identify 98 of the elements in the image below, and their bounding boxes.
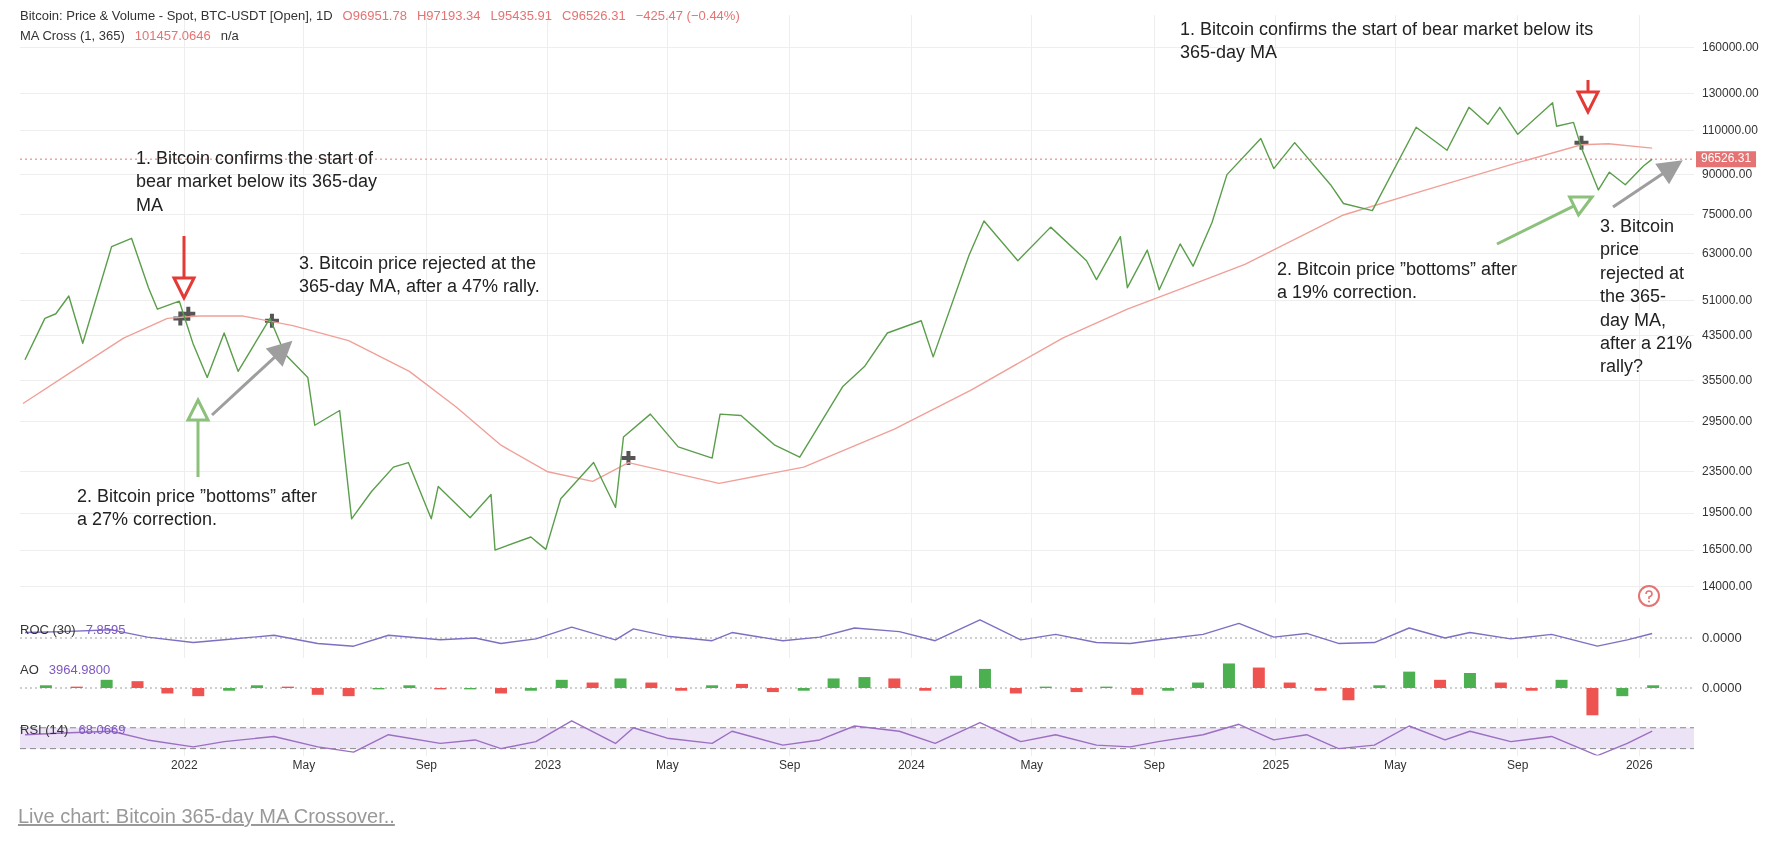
bar [1586, 688, 1599, 716]
y-tick-label: 63000.00 [1702, 245, 1753, 260]
bar [223, 688, 236, 691]
x-tick-label: 2025 [1262, 758, 1290, 773]
ref-line-label: 0.0000 [1702, 679, 1742, 695]
point [1572, 133, 1591, 152]
y-tick-label: 23500.00 [1702, 464, 1753, 479]
bar [766, 688, 779, 693]
annotation: 3964.9800 [48, 662, 111, 677]
y-tick-label: 130000.00 [1702, 85, 1760, 100]
bar [645, 682, 658, 688]
bar [1373, 685, 1386, 688]
chart-title: RSI (14) [20, 722, 69, 737]
bar [1616, 688, 1629, 697]
bar [1555, 679, 1568, 688]
annotation: L95435.91 [490, 8, 553, 23]
y-tick-label: 19500.00 [1702, 505, 1753, 520]
bar [342, 688, 355, 697]
y-tick-label: 160000.00 [1702, 39, 1760, 54]
bar [1494, 682, 1507, 688]
bar [950, 675, 963, 688]
x-tick-label: 2022 [170, 758, 198, 773]
y-tick-label: 51000.00 [1702, 292, 1753, 307]
annotation: 3. Bitcoin price rejected at the 365-day MA, after a 21% rally? [1600, 215, 1694, 379]
bar [1463, 673, 1476, 688]
annotation: 1. Bitcoin confirms the start of bear market below its 365-day MA [1180, 18, 1595, 65]
x-tick-label: Sep [779, 758, 801, 773]
bar [1403, 671, 1416, 688]
annotation: 3. Bitcoin price rejected at the 365-day MA, after a 47% rally. [299, 252, 541, 299]
bar [1070, 688, 1083, 693]
bar [1434, 679, 1447, 688]
bar [1525, 688, 1538, 691]
annotation: 101457.0646 [134, 28, 211, 43]
x-tick-label: Sep [1507, 758, 1529, 773]
bar [131, 681, 144, 688]
bar [403, 685, 416, 688]
bar [1252, 667, 1265, 688]
y-tick-label: 14000.00 [1702, 578, 1753, 593]
bar [1162, 688, 1175, 691]
bar [586, 682, 599, 688]
x-tick-label: 2024 [897, 758, 925, 773]
y-tick-label: 110000.00 [1702, 122, 1759, 137]
bar [827, 678, 840, 688]
bar [100, 679, 113, 688]
text: Live chart: Bitcoin 365-day MA Crossover.. [18, 805, 395, 828]
y-tick-label: 16500.00 [1702, 542, 1753, 557]
bar [161, 688, 174, 694]
annotation: 2. Bitcoin price ”bottoms” after a 27% correction. [77, 485, 319, 532]
bar [735, 683, 748, 688]
bar [1314, 688, 1327, 691]
annotation: −425.47 (−0.44%) [635, 8, 740, 23]
bar [1009, 688, 1022, 694]
bar [39, 685, 52, 688]
ref-line-label: 0.0000 [1702, 629, 1742, 645]
annotation: 2. Bitcoin price ”bottoms” after a 19% correction. [1277, 258, 1519, 305]
bar [311, 688, 324, 695]
bar [192, 688, 205, 697]
y-tick-label: 75000.00 [1702, 207, 1753, 222]
bar [524, 688, 537, 691]
annotation: C96526.31 [562, 8, 626, 23]
annotation: 1. Bitcoin confirms the start of bear market below its 365-day MA [136, 147, 379, 217]
annotation: H97193.34 [416, 8, 481, 23]
ref-line-label: 96526.31 [1701, 151, 1752, 166]
annotation: O96951.78 [342, 8, 407, 23]
bar [1283, 682, 1296, 688]
x-tick-label: 2023 [534, 758, 562, 773]
bar [614, 678, 627, 688]
x-tick-label: 2026 [1625, 758, 1653, 773]
bar [1192, 682, 1205, 688]
x-tick-label: Sep [1143, 758, 1166, 773]
y-tick-label: 90000.00 [1702, 166, 1753, 181]
bar [1342, 688, 1355, 701]
bar [494, 688, 507, 694]
bar [978, 668, 991, 688]
annotation: MA Cross (1, 365) [20, 28, 125, 43]
bar [1222, 663, 1235, 688]
x-tick-label: Sep [415, 758, 438, 773]
x-tick-label: May [1383, 758, 1407, 773]
x-tick-label: May [1020, 758, 1044, 773]
bar [797, 688, 810, 691]
chart-title: Bitcoin: Price & Volume - Spot, BTC-USDT [Open], 1D [20, 8, 333, 23]
bar [919, 688, 932, 691]
y-tick-label: 29500.00 [1702, 413, 1753, 428]
bar [1131, 688, 1144, 695]
bar [251, 685, 264, 688]
annotation: n/a [220, 28, 239, 43]
x-tick-label: May [655, 758, 679, 773]
bar [1647, 685, 1660, 688]
bar [858, 677, 871, 688]
y-tick-label: 35500.00 [1702, 372, 1753, 387]
x-tick-label: May [292, 758, 316, 773]
bar [675, 688, 688, 691]
bar [888, 678, 901, 688]
y-tick-label: 43500.00 [1702, 327, 1753, 342]
bar [555, 679, 568, 688]
bar [706, 685, 719, 688]
chart-title: AO [20, 662, 39, 677]
point [179, 304, 198, 323]
